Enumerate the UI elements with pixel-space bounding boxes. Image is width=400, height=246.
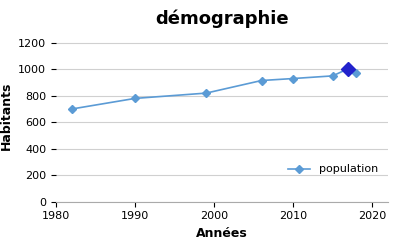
X-axis label: Années: Années	[196, 227, 248, 240]
Y-axis label: Habitants: Habitants	[0, 81, 12, 150]
Legend: population: population	[283, 160, 382, 179]
Title: démographie: démographie	[155, 9, 289, 28]
